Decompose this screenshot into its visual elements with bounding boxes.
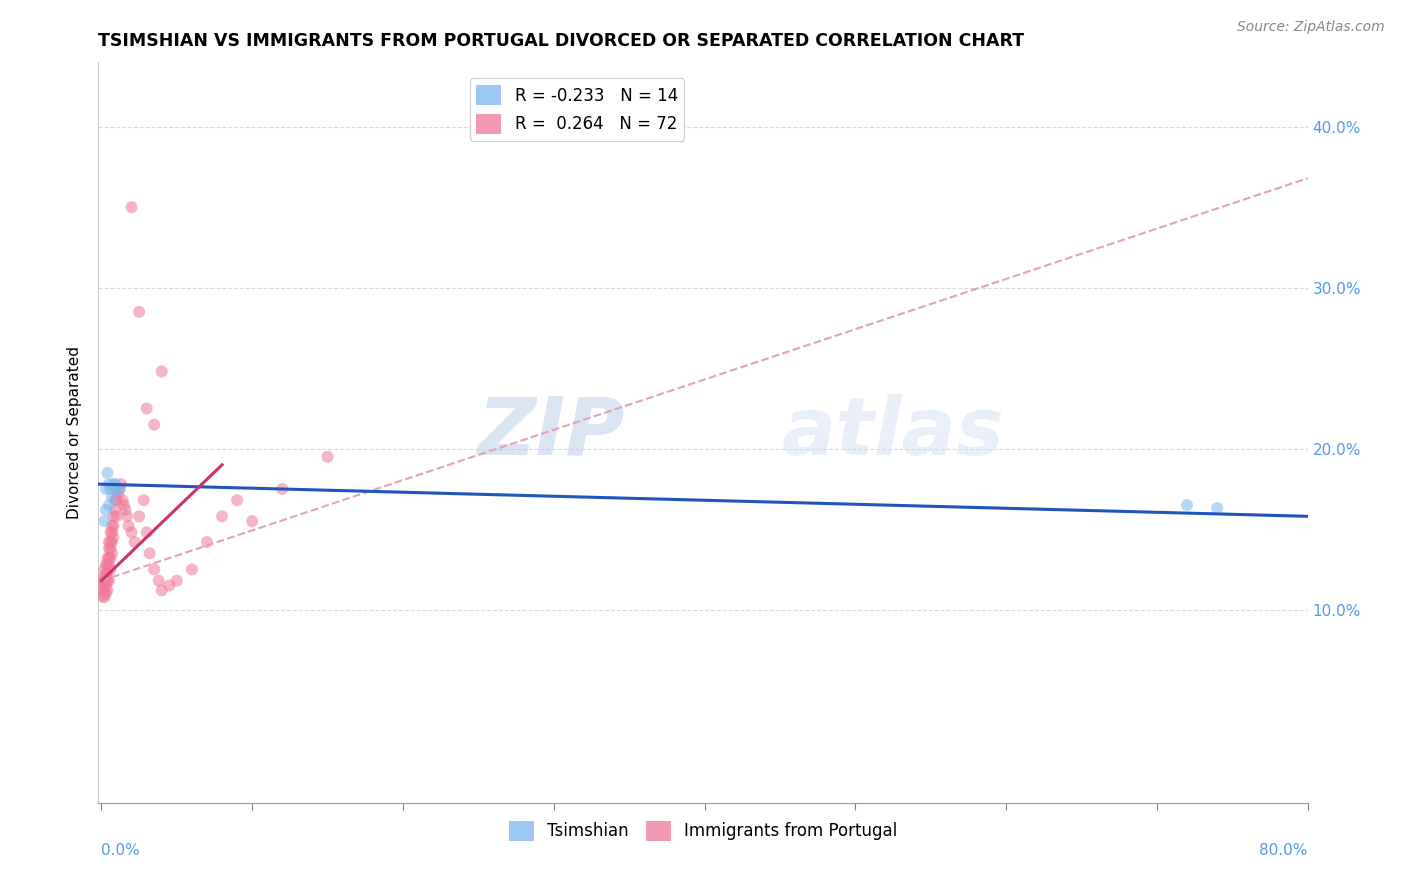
Point <box>96 567 118 582</box>
Point <box>94 567 117 582</box>
Point <box>91 578 114 592</box>
Point <box>143 562 166 576</box>
Point <box>138 546 160 560</box>
Point <box>98 477 121 491</box>
Point <box>180 562 202 576</box>
Point <box>103 509 125 524</box>
Point <box>157 578 180 592</box>
Point <box>100 562 122 576</box>
Point <box>96 551 118 566</box>
Point <box>132 493 155 508</box>
Point <box>100 535 122 549</box>
Point <box>105 509 128 524</box>
Point <box>103 519 125 533</box>
Point <box>93 583 115 598</box>
Point <box>94 574 117 588</box>
Point <box>101 519 124 533</box>
Point <box>96 574 118 588</box>
Point <box>98 541 121 556</box>
Point <box>117 519 139 533</box>
Point <box>100 551 122 566</box>
Point <box>98 574 121 588</box>
Point <box>1175 498 1198 512</box>
Point <box>100 525 122 540</box>
Point <box>91 590 114 604</box>
Point <box>128 305 150 319</box>
Point <box>93 590 115 604</box>
Point <box>104 503 127 517</box>
Point <box>121 200 143 214</box>
Point <box>105 482 128 496</box>
Point <box>91 570 114 584</box>
Point <box>98 558 121 572</box>
Point <box>115 509 138 524</box>
Text: ZIP: ZIP <box>477 393 624 472</box>
Text: atlas: atlas <box>782 393 1004 472</box>
Point <box>114 503 136 517</box>
Point <box>94 586 117 600</box>
Point <box>148 574 170 588</box>
Point <box>105 482 128 496</box>
Point <box>98 535 121 549</box>
Point <box>103 477 125 491</box>
Point <box>96 466 118 480</box>
Point <box>94 558 117 572</box>
Point <box>110 477 132 491</box>
Point <box>150 364 173 378</box>
Point <box>1206 501 1229 516</box>
Point <box>128 509 150 524</box>
Point <box>166 574 188 588</box>
Point <box>121 525 143 540</box>
Point <box>104 493 127 508</box>
Point <box>108 482 131 496</box>
Point <box>94 578 117 592</box>
Point <box>240 514 263 528</box>
Text: 80.0%: 80.0% <box>1260 843 1308 858</box>
Point <box>101 546 124 560</box>
Point <box>124 535 146 549</box>
Point <box>93 574 115 588</box>
Y-axis label: Divorced or Separated: Divorced or Separated <box>67 346 83 519</box>
Point <box>104 477 127 491</box>
Point <box>316 450 339 464</box>
Text: Source: ZipAtlas.com: Source: ZipAtlas.com <box>1237 20 1385 34</box>
Point <box>94 482 117 496</box>
Point <box>91 583 114 598</box>
Point <box>111 493 134 508</box>
Point <box>93 574 115 588</box>
Point <box>211 509 233 524</box>
Point <box>101 535 124 549</box>
Point <box>150 583 173 598</box>
Point <box>101 490 124 504</box>
Point <box>94 503 117 517</box>
Point <box>96 583 118 598</box>
Point <box>112 498 135 512</box>
Legend: Tsimshian, Immigrants from Portugal: Tsimshian, Immigrants from Portugal <box>502 814 904 847</box>
Point <box>100 541 122 556</box>
Text: TSIMSHIAN VS IMMIGRANTS FROM PORTUGAL DIVORCED OR SEPARATED CORRELATION CHART: TSIMSHIAN VS IMMIGRANTS FROM PORTUGAL DI… <box>98 32 1025 50</box>
Point <box>271 482 294 496</box>
Point <box>93 562 115 576</box>
Point <box>226 493 249 508</box>
Point <box>100 482 122 496</box>
Point <box>108 482 131 496</box>
Point <box>96 558 118 572</box>
Point <box>135 401 157 416</box>
Point <box>103 530 125 544</box>
Point <box>105 493 128 508</box>
Point <box>195 535 218 549</box>
Point <box>93 514 115 528</box>
Point <box>143 417 166 432</box>
Point <box>98 551 121 566</box>
Text: 0.0%: 0.0% <box>101 843 141 858</box>
Point <box>98 498 121 512</box>
Point <box>101 525 124 540</box>
Point <box>135 525 157 540</box>
Point <box>107 487 129 501</box>
